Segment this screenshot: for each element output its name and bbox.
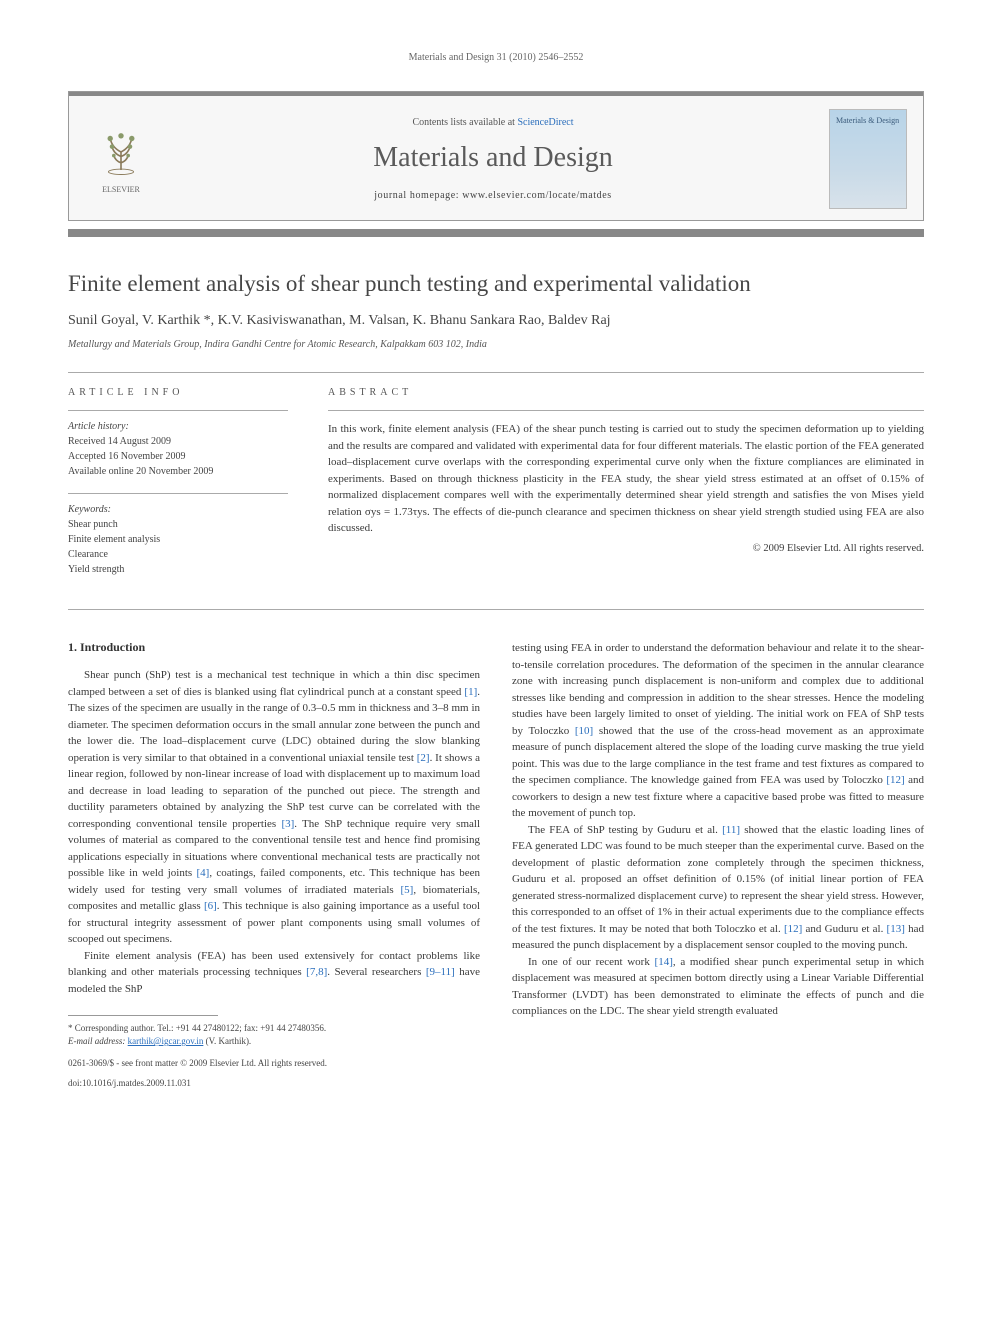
article-title: Finite element analysis of shear punch t… (68, 271, 924, 297)
journal-homepage: journal homepage: www.elsevier.com/locat… (157, 190, 829, 201)
section-1-heading: 1. Introduction (68, 640, 480, 655)
elsevier-logo: ELSEVIER (85, 125, 157, 194)
article-info-heading: ARTICLE INFO (68, 387, 288, 398)
affiliation: Metallurgy and Materials Group, Indira G… (68, 339, 924, 350)
corresponding-author-note: * Corresponding author. Tel.: +91 44 274… (68, 1022, 480, 1035)
running-header: Materials and Design 31 (2010) 2546–2552 (68, 52, 924, 63)
contents-prefix: Contents lists available at (412, 117, 517, 128)
contents-available-line: Contents lists available at ScienceDirec… (157, 117, 829, 128)
elsevier-tree-icon (94, 125, 148, 179)
right-para-3: In one of our recent work [14], a modifi… (512, 954, 924, 1020)
abstract-rule (328, 410, 924, 411)
intro-para-1: Shear punch (ShP) test is a mechanical t… (68, 667, 480, 948)
journal-banner: ELSEVIER Contents lists available at Sci… (68, 91, 924, 221)
email-note: E-mail address: karthik@igcar.gov.in (V.… (68, 1035, 480, 1048)
doi-line: doi:10.1016/j.matdes.2009.11.031 (68, 1078, 480, 1088)
left-column: 1. Introduction Shear punch (ShP) test i… (68, 640, 480, 1088)
front-matter-line: 0261-3069/$ - see front matter © 2009 El… (68, 1058, 480, 1068)
info-rule-2 (68, 493, 288, 494)
keywords-label: Keywords: (68, 504, 288, 515)
keywords-list: Shear punch Finite element analysis Clea… (68, 517, 288, 577)
right-para-2: The FEA of ShP testing by Guduru et al. … (512, 822, 924, 954)
body-columns: 1. Introduction Shear punch (ShP) test i… (68, 640, 924, 1088)
article-info-block: ARTICLE INFO Article history: Received 1… (68, 387, 288, 591)
right-para-1: testing using FEA in order to understand… (512, 640, 924, 822)
meta-bottom-rule (68, 609, 924, 610)
history-label: Article history: (68, 421, 288, 432)
email-suffix: (V. Karthik). (206, 1036, 252, 1046)
footnote-rule (68, 1015, 218, 1016)
abstract-heading: ABSTRACT (328, 387, 924, 398)
author-list: Sunil Goyal, V. Karthik *, K.V. Kasivisw… (68, 313, 924, 329)
journal-cover-thumb: Materials & Design (829, 109, 907, 209)
abstract-text: In this work, finite element analysis (F… (328, 421, 924, 537)
info-rule (68, 410, 288, 411)
journal-name: Materials and Design (157, 142, 829, 174)
article-history: Received 14 August 2009 Accepted 16 Nove… (68, 434, 288, 479)
publisher-name: ELSEVIER (85, 185, 157, 194)
abstract-copyright: © 2009 Elsevier Ltd. All rights reserved… (328, 543, 924, 554)
abstract-block: ABSTRACT In this work, finite element an… (328, 387, 924, 591)
email-label: E-mail address: (68, 1036, 125, 1046)
banner-bottom-rule (68, 229, 924, 237)
intro-para-2: Finite element analysis (FEA) has been u… (68, 948, 480, 998)
author-email-link[interactable]: karthik@igcar.gov.in (128, 1036, 204, 1046)
right-column: testing using FEA in order to understand… (512, 640, 924, 1088)
sciencedirect-link[interactable]: ScienceDirect (517, 117, 573, 128)
